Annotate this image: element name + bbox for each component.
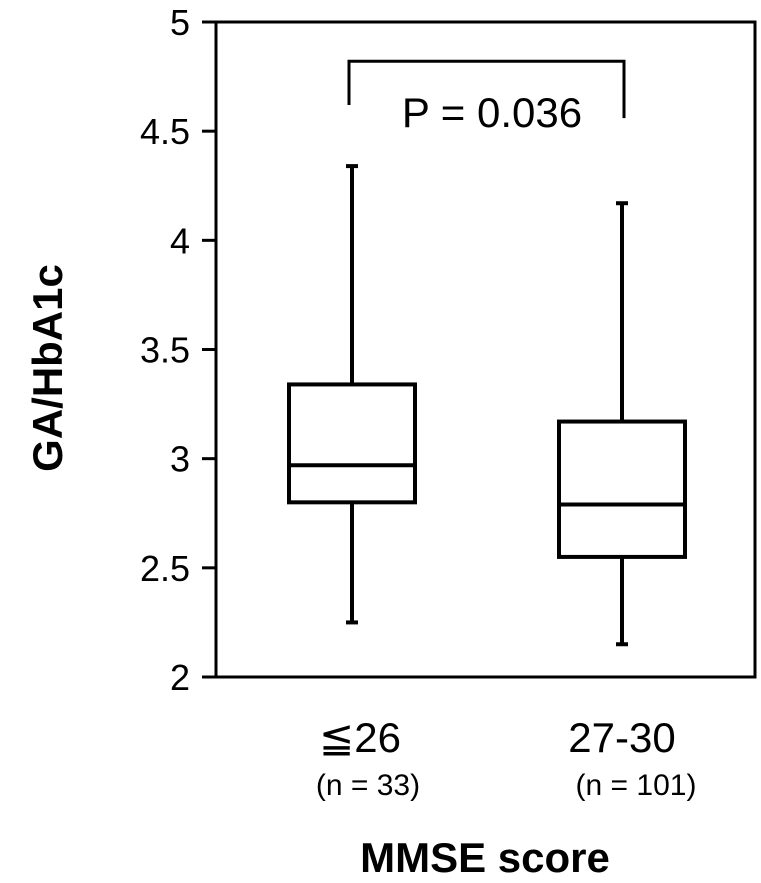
- y-axis-label: GA/HbA1c: [24, 264, 71, 472]
- x-axis-label: MMSE score: [360, 834, 610, 881]
- interquartile-box: [287, 382, 417, 505]
- box-group: [287, 164, 417, 625]
- y-axis: 2 2.5 3 3.5 4 4.5 5: [140, 2, 216, 698]
- boxes: [287, 164, 687, 647]
- significance-bracket: P = 0.036: [347, 59, 626, 136]
- y-tick-label: 4: [170, 220, 190, 261]
- category-label: 27-30: [568, 714, 675, 761]
- y-tick-label: 2.5: [140, 548, 190, 589]
- y-tick-label: 3.5: [140, 330, 190, 371]
- category-label: ≦26: [319, 714, 401, 761]
- y-tick-label: 5: [170, 2, 190, 43]
- category-n-label: (n = 101): [576, 769, 697, 802]
- x-axis: ≦26 (n = 33) 27-30 (n = 101): [316, 714, 697, 802]
- interquartile-box: [557, 419, 687, 559]
- bracket-line: [347, 59, 626, 119]
- p-value-label: P = 0.036: [402, 89, 582, 136]
- y-tick-label: 2: [170, 657, 190, 698]
- y-tick-label: 4.5: [140, 111, 190, 152]
- category-n-label: (n = 33): [316, 769, 420, 802]
- box-group: [557, 201, 687, 647]
- y-tick-label: 3: [170, 439, 190, 480]
